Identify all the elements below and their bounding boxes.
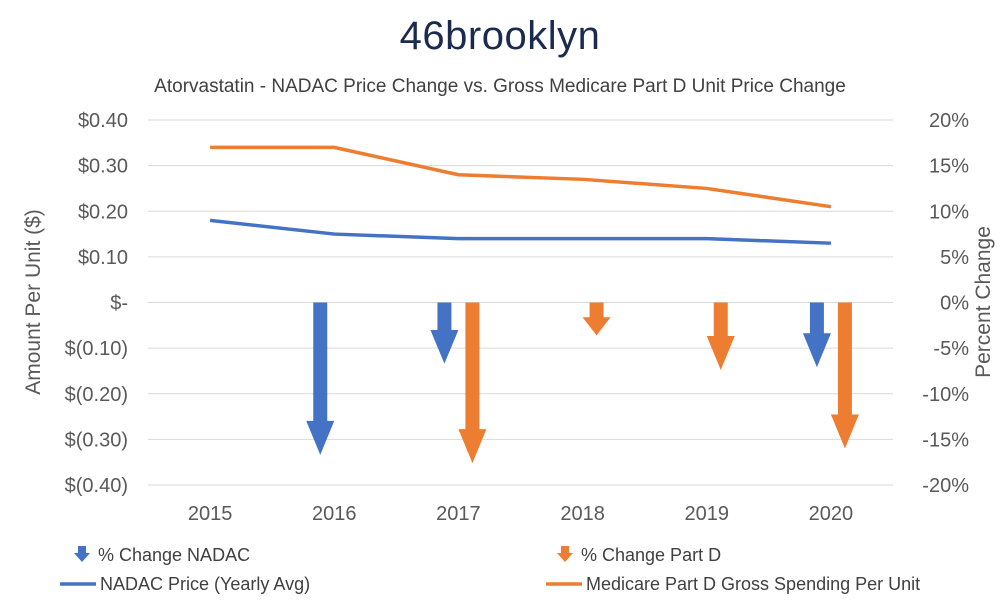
left-tick-label: $(0.10): [65, 338, 128, 360]
legend-label: % Change NADAC: [98, 545, 250, 565]
arrow-bar: [830, 302, 859, 449]
x-tick-label: 2019: [685, 503, 730, 525]
right-tick-label: -20%: [922, 475, 969, 497]
left-tick-label: $(0.40): [65, 475, 128, 497]
x-tick-label: 2016: [312, 503, 357, 525]
arrow-bar: [802, 302, 831, 368]
left-tick-label: $0.20: [78, 201, 128, 223]
x-tick-label: 2020: [809, 503, 854, 525]
x-tick-label: 2017: [436, 503, 481, 525]
right-tick-label: -5%: [933, 338, 969, 360]
legend-label: Medicare Part D Gross Spending Per Unit: [586, 574, 920, 594]
arrow-bar: [306, 302, 335, 455]
right-tick-label: 20%: [929, 110, 969, 132]
x-tick-label: 2015: [188, 503, 233, 525]
x-tick-label: 2018: [560, 503, 605, 525]
chart-title: Atorvastatin - NADAC Price Change vs. Gr…: [154, 76, 846, 97]
right-tick-label: -15%: [922, 429, 969, 451]
left-axis-title: Amount Per Unit ($): [22, 209, 45, 395]
arrow-bar: [458, 302, 487, 464]
left-tick-label: $-: [110, 293, 128, 315]
left-tick-label: $0.40: [78, 110, 128, 132]
right-axis-title: Percent Change: [972, 226, 995, 378]
legend-label: % Change Part D: [581, 545, 721, 565]
legend-arrow-marker: [74, 546, 90, 562]
left-tick-label: $(0.30): [65, 429, 128, 451]
legend-label: NADAC Price (Yearly Avg): [100, 574, 310, 594]
series-line: [209, 218, 831, 245]
right-tick-label: 5%: [940, 247, 969, 269]
arrow-bar: [582, 302, 611, 336]
legend-arrow-marker: [557, 546, 573, 562]
arrow-bar: [706, 302, 735, 371]
right-tick-label: 15%: [929, 156, 969, 178]
left-tick-label: $0.10: [78, 247, 128, 269]
series-line: [210, 145, 832, 209]
left-tick-label: $0.30: [78, 156, 128, 178]
arrow-bar: [430, 302, 459, 364]
left-tick-label: $(0.20): [65, 384, 128, 406]
right-tick-label: 10%: [929, 201, 969, 223]
right-tick-label: 0%: [940, 293, 969, 315]
brand-logo: 46brooklyn: [399, 14, 601, 58]
right-tick-label: -10%: [922, 384, 969, 406]
